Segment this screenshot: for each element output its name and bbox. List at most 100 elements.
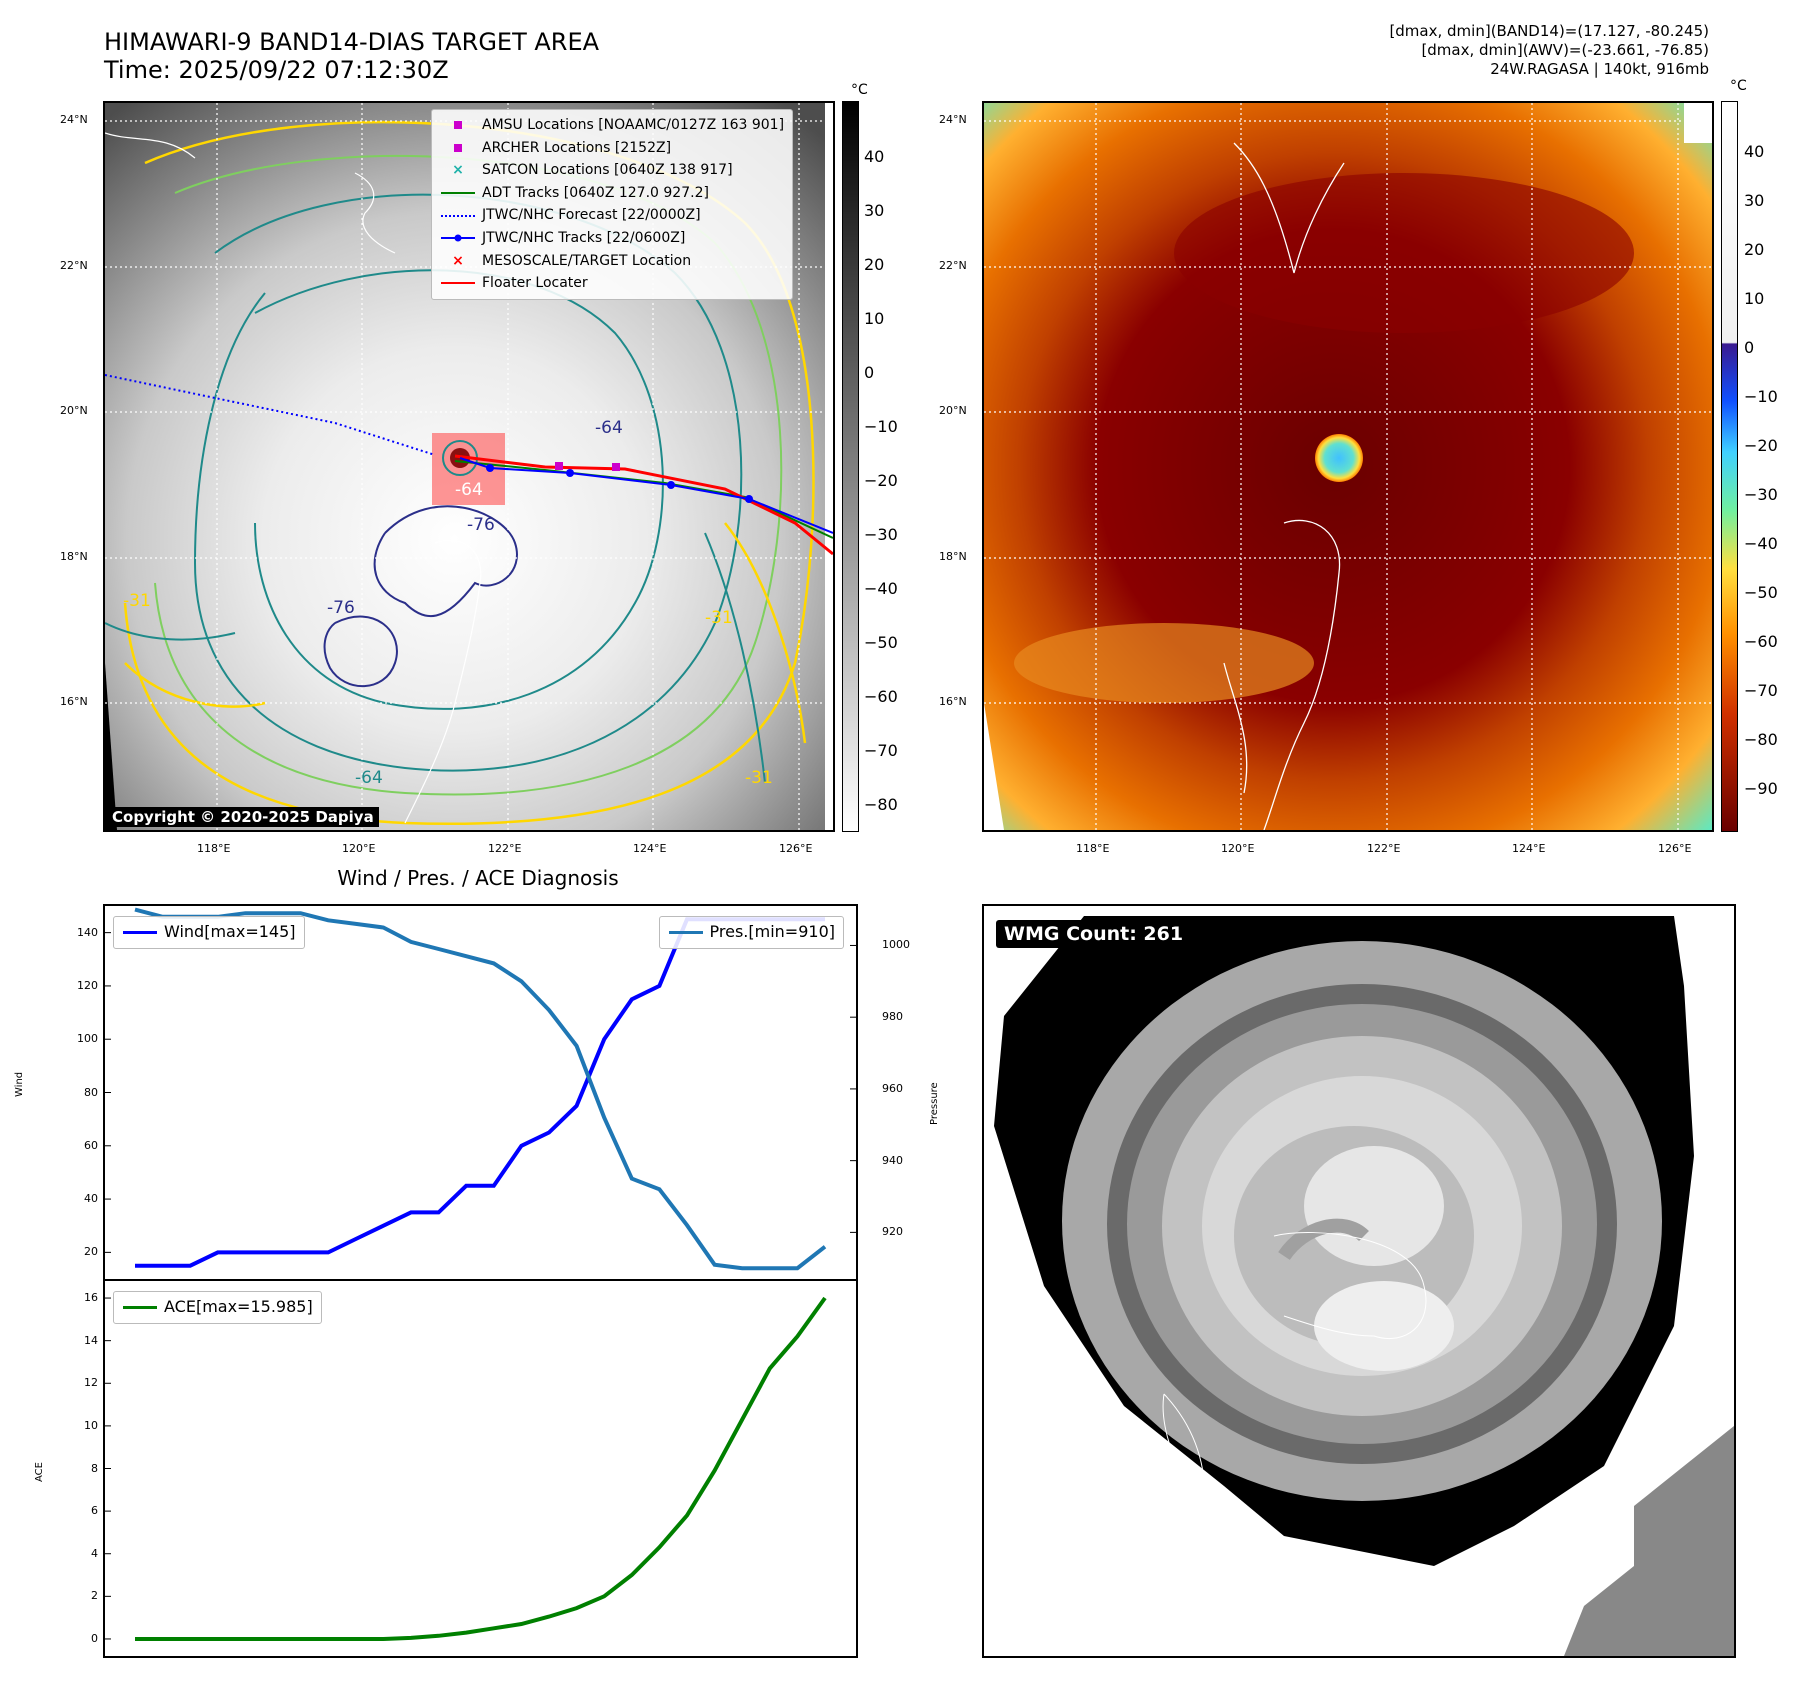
- colorbar1-tick: −60: [864, 687, 898, 706]
- colorbar2-tick: −70: [1744, 681, 1778, 700]
- lat-tick: 24°N: [60, 113, 88, 126]
- lon-tick: 118°E: [1076, 842, 1110, 855]
- legend-item: Floater Locater: [440, 272, 784, 295]
- colorbar1-tick: 20: [864, 255, 885, 274]
- lat-tick: 22°N: [60, 259, 88, 272]
- wind-pressure-chart: Wind[max=145] Pres.[min=910]: [103, 904, 858, 1281]
- contour-label: -64: [355, 768, 383, 788]
- ace-axis-label: ACE: [34, 1462, 45, 1482]
- colorbar2-tick: 0: [1744, 338, 1755, 357]
- pressure-series-line: [134, 907, 827, 1271]
- colorbar2-tick: 40: [1744, 142, 1765, 161]
- legend-label: JTWC/NHC Forecast [22/0000Z]: [482, 207, 701, 224]
- pressure-legend: Pres.[min=910]: [658, 916, 844, 949]
- legend-label: JTWC/NHC Tracks [22/0600Z]: [482, 229, 686, 246]
- info-band14-range: [dmax, dmin](BAND14)=(17.127, -80.245): [1389, 22, 1709, 40]
- wind-tick-label: 80: [84, 1085, 98, 1099]
- lat-tick: 22°N: [939, 259, 967, 272]
- lon-tick: 122°E: [488, 842, 522, 855]
- x-marker-icon: ×: [452, 252, 464, 269]
- line-marker-icon: [440, 276, 476, 290]
- colorbar2-tick: 30: [1744, 191, 1765, 210]
- ace-tick-label: 16: [84, 1291, 98, 1305]
- colorbar1-tick: 10: [864, 309, 885, 328]
- colorbar2-tick: 20: [1744, 240, 1765, 259]
- pressure-axis-label: Pressure: [929, 1082, 940, 1125]
- legend-label: ARCHER Locations [2152Z]: [482, 139, 672, 156]
- info-box: [dmax, dmin](BAND14)=(17.127, -80.245) […: [1389, 22, 1709, 79]
- colorbar1-tick: 30: [864, 201, 885, 220]
- legend-item: JTWC/NHC Tracks [22/0600Z]: [440, 227, 784, 250]
- info-awv-range: [dmax, dmin](AWV)=(-23.661, -76.85): [1421, 41, 1709, 59]
- ace-series-line: [135, 1296, 827, 1641]
- diagnosis-title: Wind / Pres. / ACE Diagnosis: [337, 866, 619, 890]
- square-marker-icon: [440, 118, 476, 132]
- colorbar1-tick: −40: [864, 579, 898, 598]
- copyright-label: Copyright © 2020-2025 Dapiya: [107, 807, 379, 827]
- legend-label: AMSU Locations [NOAAMC/0127Z 163 901]: [482, 117, 785, 133]
- lat-tick: 18°N: [939, 550, 967, 563]
- contour-label: -31: [705, 608, 733, 628]
- colorbar1-tick: −10: [864, 417, 898, 436]
- colorbar1-tick: 40: [864, 147, 885, 166]
- legend-item: × SATCON Locations [0640Z 138 917]: [440, 159, 784, 182]
- lon-tick: 126°E: [1658, 842, 1692, 855]
- colorbar1-tick: −50: [864, 633, 898, 652]
- ace-tick-label: 14: [84, 1333, 98, 1347]
- lon-tick: 124°E: [1512, 842, 1546, 855]
- colorbar2-tick: −10: [1744, 387, 1778, 406]
- lon-tick: 124°E: [633, 842, 667, 855]
- ace-legend: ACE[max=15.985]: [113, 1291, 322, 1324]
- dotted-line-icon: [440, 209, 476, 223]
- pressure-tick-label: 980: [882, 1010, 903, 1024]
- wind-legend-label: Wind[max=145]: [164, 922, 296, 941]
- wmg-panel: WMG Count: 261: [982, 904, 1736, 1658]
- pressure-tick-label: 920: [882, 1225, 903, 1239]
- floater-track-line: [454, 454, 833, 556]
- ace-tick-label: 8: [91, 1461, 98, 1475]
- map-legend: AMSU Locations [NOAAMC/0127Z 163 901] AR…: [431, 109, 794, 300]
- ace-tick-label: 0: [91, 1631, 98, 1645]
- colorbar1-unit: °C: [851, 82, 868, 98]
- wind-tick-label: 20: [84, 1245, 98, 1259]
- legend-label: SATCON Locations [0640Z 138 917]: [482, 162, 733, 179]
- wmg-image: [984, 906, 1734, 1656]
- colorbar2-tick: −50: [1744, 583, 1778, 602]
- wind-tick-label: 100: [77, 1032, 98, 1046]
- band14-map-panel: -31 -64 -76 -76 -31 -31 -64 -64 AMSU Loc…: [103, 101, 835, 832]
- jtwc-track-line: [459, 457, 833, 534]
- wind-tick-label: 140: [77, 925, 98, 939]
- square-marker-icon: [440, 141, 476, 155]
- pressure-tick-label: 1000: [882, 938, 910, 952]
- lon-tick: 120°E: [1221, 842, 1255, 855]
- wind-series-line: [135, 917, 825, 1268]
- wind-line-icon: [122, 925, 158, 939]
- wind-tick-label: 40: [84, 1192, 98, 1206]
- colorbar2-tick: −40: [1744, 534, 1778, 553]
- contour-label: -31: [123, 591, 151, 611]
- ace-tick-label: 6: [91, 1504, 98, 1518]
- ace-tick-label: 12: [84, 1376, 98, 1390]
- awv-map-panel: [982, 101, 1714, 832]
- legend-item: AMSU Locations [NOAAMC/0127Z 163 901]: [440, 114, 784, 137]
- wind-tick-label: 60: [84, 1138, 98, 1152]
- ace-tick-label: 10: [84, 1418, 98, 1432]
- lat-tick: 18°N: [60, 550, 88, 563]
- ace-tick-label: 4: [91, 1546, 98, 1560]
- colorbar1: [842, 101, 859, 832]
- wind-pressure-plot: [105, 907, 856, 1271]
- ace-line-icon: [122, 1300, 158, 1314]
- colorbar2-unit: °C: [1730, 78, 1747, 94]
- contour-label: -64: [455, 480, 483, 500]
- legend-item: JTWC/NHC Forecast [22/0000Z]: [440, 204, 784, 227]
- info-storm: 24W.RAGASA | 140kt, 916mb: [1490, 60, 1709, 78]
- colorbar2-tick: −30: [1744, 485, 1778, 504]
- line-dot-icon: [440, 231, 476, 245]
- colorbar1-tick: −80: [864, 795, 898, 814]
- colorbar1-tick: 0: [864, 363, 875, 382]
- contour-label: -31: [745, 768, 773, 788]
- colorbar2-tick: −60: [1744, 632, 1778, 651]
- ace-legend-label: ACE[max=15.985]: [164, 1297, 313, 1316]
- legend-item: ARCHER Locations [2152Z]: [440, 137, 784, 160]
- awv-map: [984, 103, 1712, 830]
